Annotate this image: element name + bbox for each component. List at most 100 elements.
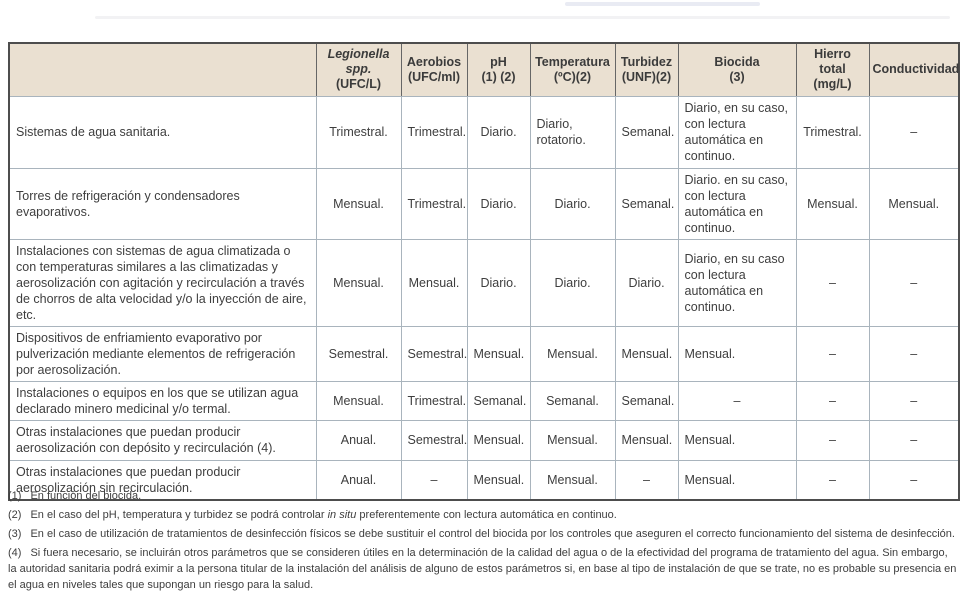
footnote-number: (2) xyxy=(8,509,22,521)
frequency-cell: Semanal. xyxy=(614,380,679,421)
column-header-hierro-total: Hierro total (mg/L) xyxy=(795,43,870,97)
column-header-line: Hierro xyxy=(814,47,851,62)
frequency-cell: – xyxy=(868,325,960,382)
column-header-line: (1) (2) xyxy=(481,69,516,84)
frequency-cell: – xyxy=(868,459,960,500)
frequency-cell: Mensual. xyxy=(614,325,679,382)
footnote-text: En el caso de utilización de tratamiento… xyxy=(30,528,955,540)
footnote-text: En función del biocida. xyxy=(30,490,142,502)
frequency-cell: – xyxy=(795,380,870,421)
column-header-line: Conductividad xyxy=(872,62,960,77)
table-body: Sistemas de agua sanitaria. Trimestral. Tr… xyxy=(8,95,960,500)
frequency-cell: Mensual. xyxy=(315,380,402,421)
frequency-cell: Semanal. xyxy=(614,95,679,169)
footnote: (2) En el caso del pH, temperatura y turb… xyxy=(8,507,958,523)
footnote-text: En el caso del pH, temperatura y turbide… xyxy=(30,509,328,521)
row-label: Instalaciones con sistemas de agua clima… xyxy=(8,238,317,327)
footnote: (1) En función del biocida. xyxy=(8,488,958,504)
footnote-number: (1) xyxy=(8,490,22,502)
footnote: (3) En el caso de utilización de tratamie… xyxy=(8,526,958,542)
frequency-cell: Semanal. xyxy=(466,380,531,421)
frequency-cell: Mensual. xyxy=(795,167,870,240)
frequency-cell: Mensual. xyxy=(529,459,616,500)
column-header-conductividad: Conductividad xyxy=(868,43,960,97)
frequency-cell: Trimestral. xyxy=(315,95,402,169)
table-header: Legionella spp. (UFC/L) Aerobios (UFC/ml) pH(… xyxy=(8,43,960,97)
frequency-cell: Mensual. xyxy=(466,325,531,382)
column-header-line: Legionella xyxy=(327,47,390,62)
column-header-line: (3) xyxy=(729,69,745,84)
footnote-text: Si fuera necesario, se incluirán otros p… xyxy=(8,547,957,591)
frequency-cell: Diario. xyxy=(529,238,616,327)
column-header-line: (UFC/L) xyxy=(335,77,382,92)
monitoring-frequency-table-container: Legionella spp. (UFC/L) Aerobios (UFC/ml) pH(… xyxy=(8,42,960,501)
frequency-cell: Diario. xyxy=(466,167,531,240)
frequency-cell: – xyxy=(614,459,679,500)
row-label: Sistemas de agua sanitaria. xyxy=(8,95,317,169)
frequency-cell: Semestral. xyxy=(400,419,468,461)
frequency-cell: Trimestral. xyxy=(400,167,468,240)
column-header-temperatura: Temperatura (ºC)(2) xyxy=(529,43,616,97)
column-header-turbidez: Turbidez (UNF)(2) xyxy=(614,43,679,97)
frequency-cell: Mensual. xyxy=(315,167,402,240)
table-row: Torres de refrigeración y condensadores … xyxy=(8,167,960,240)
frequency-cell: – xyxy=(868,380,960,421)
frequency-cell: Semanal. xyxy=(614,167,679,240)
frequency-cell: Mensual. xyxy=(868,167,960,240)
frequency-cell: Mensual. xyxy=(315,238,402,327)
cropped-faint-text xyxy=(565,2,760,6)
footnote-number: (4) xyxy=(8,547,22,559)
frequency-cell: – xyxy=(868,419,960,461)
frequency-cell: Mensual. xyxy=(614,419,679,461)
row-label: Dispositivos de enfriamiento evaporativo… xyxy=(8,325,317,382)
frequency-cell: Mensual. xyxy=(529,325,616,382)
frequency-cell: Diario. xyxy=(529,167,616,240)
frequency-cell: Mensual. xyxy=(677,419,797,461)
column-header-line: (UFC/ml) xyxy=(407,69,461,84)
frequency-cell: Mensual. xyxy=(466,459,531,500)
frequency-cell: – xyxy=(677,380,797,421)
frequency-cell: – xyxy=(868,95,960,169)
frequency-cell: Diario, en su caso con lectura automátic… xyxy=(677,238,797,327)
frequency-cell: Diario. xyxy=(466,95,531,169)
frequency-cell: Semestral. xyxy=(400,325,468,382)
column-header-line: pH xyxy=(490,54,507,69)
column-header-biocida: Biocida (3) xyxy=(677,43,797,97)
frequency-cell: Diario, en su caso, con lectura automáti… xyxy=(677,95,797,169)
footnote-text: preferentemente con lectura automática e… xyxy=(356,509,617,521)
table-row: Otras instalaciones que puedan producir … xyxy=(8,459,960,500)
column-header-line: (UNF)(2) xyxy=(621,69,672,84)
table-header-row: Legionella spp. (UFC/L) Aerobios (UFC/ml) pH(… xyxy=(8,43,960,97)
footnote-text: in situ xyxy=(327,509,357,521)
footnotes-section: (1) En función del biocida. (2) En el caso … xyxy=(8,488,958,596)
column-header-line: Aerobios xyxy=(406,54,462,69)
footnote-number: (3) xyxy=(8,528,22,540)
table-row: Instalaciones con sistemas de agua clima… xyxy=(8,238,960,327)
frequency-cell: Mensual. xyxy=(529,419,616,461)
frequency-cell: Diario. en su caso, con lectura automáti… xyxy=(677,167,797,240)
cropped-faint-text xyxy=(95,16,950,19)
row-label: Instalaciones o equipos en los que se ut… xyxy=(8,380,317,421)
table-row: Dispositivos de enfriamiento evaporativo… xyxy=(8,325,960,382)
row-label: Torres de refrigeración y condensadores … xyxy=(8,167,317,240)
monitoring-frequency-table: Legionella spp. (UFC/L) Aerobios (UFC/ml) pH(… xyxy=(8,42,960,501)
column-header-line: (mg/L) xyxy=(813,77,852,92)
frequency-cell: Mensual. xyxy=(466,419,531,461)
column-header-installation xyxy=(8,43,317,97)
row-label: Otras instalaciones que puedan producir … xyxy=(8,459,317,500)
frequency-cell: – xyxy=(868,238,960,327)
table-row: Sistemas de agua sanitaria. Trimestral. Tr… xyxy=(8,95,960,169)
frequency-cell: – xyxy=(795,238,870,327)
frequency-cell: Trimestral. xyxy=(400,95,468,169)
row-label: Otras instalaciones que puedan producir … xyxy=(8,419,317,461)
frequency-cell: Diario. xyxy=(466,238,531,327)
column-header-line: spp. xyxy=(345,62,372,77)
column-header-line: (ºC)(2) xyxy=(553,69,592,84)
frequency-cell: Semestral. xyxy=(315,325,402,382)
frequency-cell: Mensual. xyxy=(677,459,797,500)
frequency-cell: Trimestral. xyxy=(795,95,870,169)
frequency-cell: Anual. xyxy=(315,459,402,500)
column-header-aerobios: Aerobios (UFC/ml) xyxy=(400,43,468,97)
table-row: Otras instalaciones que puedan producir … xyxy=(8,419,960,461)
column-header-ph: pH (1) (2) xyxy=(466,43,531,97)
